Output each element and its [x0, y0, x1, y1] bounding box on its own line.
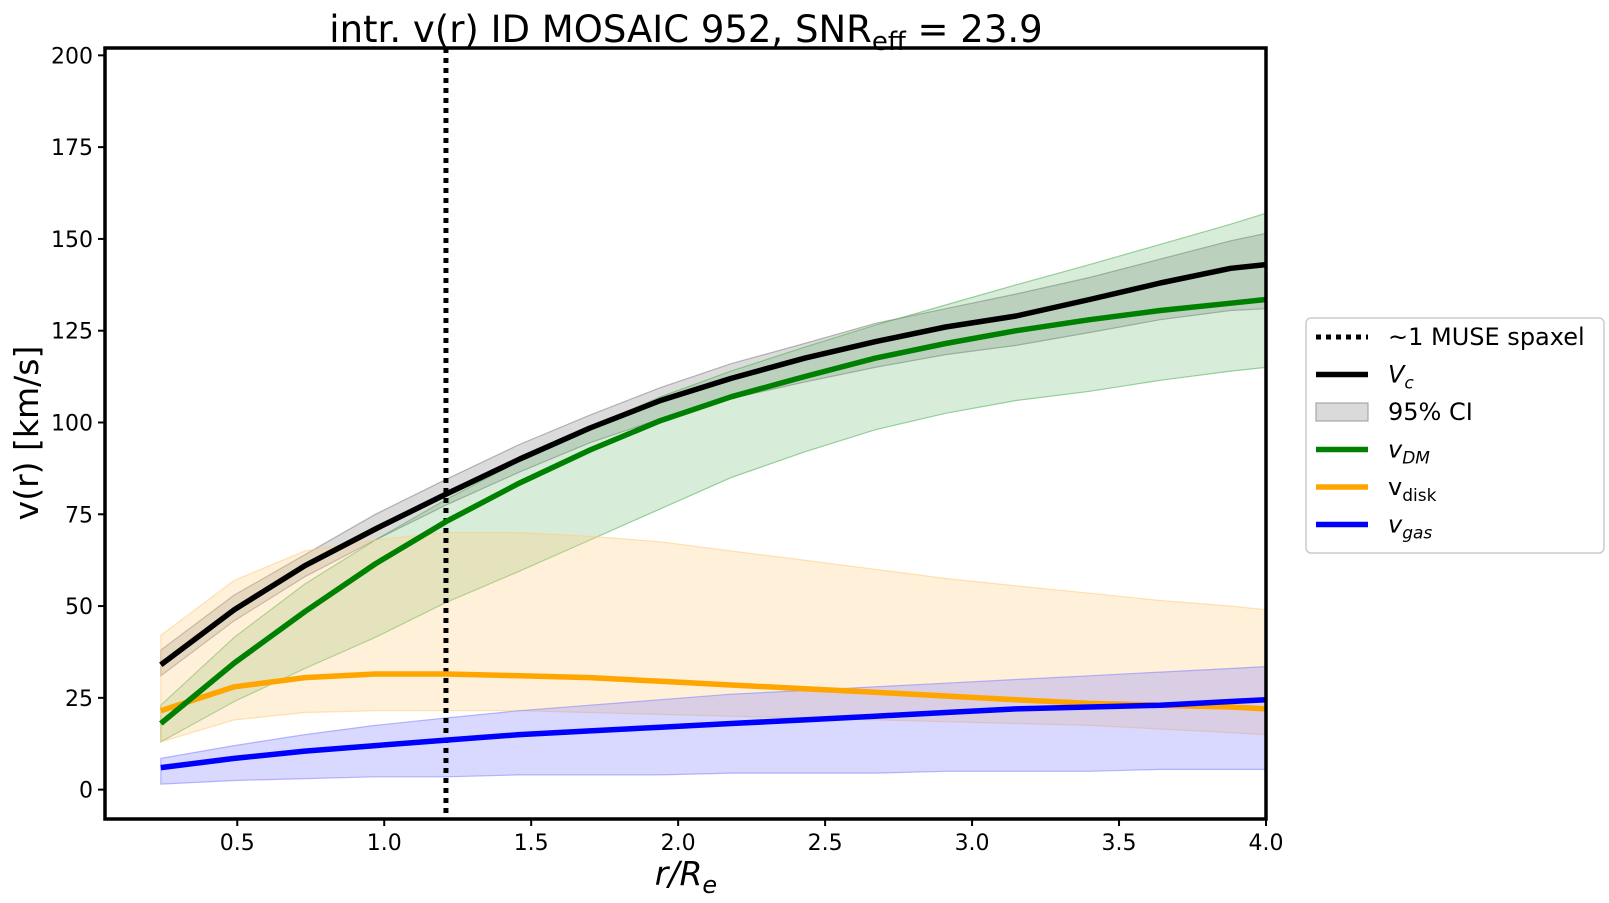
legend-label-95-ci: 95% CI: [1388, 398, 1473, 426]
legend: ~1 MUSE spaxel Vc 95% CI vDM vdisk vgas: [1305, 317, 1605, 554]
y-tick-label: 75: [65, 503, 93, 528]
x-tick-label: 2.5: [808, 831, 843, 856]
line-v-gas: [160, 696, 1266, 771]
y-tick-label: 175: [51, 136, 93, 161]
plot-frame: [103, 46, 1268, 821]
x-tick-label: 1.0: [367, 831, 402, 856]
x-tick-label: 4.0: [1249, 831, 1284, 856]
y-tick-label: 0: [79, 779, 93, 804]
x-axis-ticks: 0.5 1.0 1.5 2.0 2.5 3.0 3.5 4.0: [220, 819, 1284, 856]
chart-title-main: intr. v(r) ID MOSAIC 952, SNR: [329, 8, 872, 51]
x-tick-label: 1.5: [514, 831, 549, 856]
x-tick-label: 3.5: [1102, 831, 1137, 856]
y-tick-label: 100: [51, 411, 93, 436]
chart-title-value: = 23.9: [906, 8, 1043, 51]
legend-box: [1305, 317, 1605, 554]
y-axis-label: v(r) [km/s]: [7, 346, 46, 521]
band-v-disk: [160, 532, 1266, 743]
chart-title-subscript: eff: [872, 27, 907, 57]
y-tick-label: 150: [51, 228, 93, 253]
chart-title: intr. v(r) ID MOSAIC 952, SNReff = 23.9: [329, 8, 1042, 57]
legend-label--1-muse-spaxel: ~1 MUSE spaxel: [1388, 323, 1585, 351]
legend-swatch-95-ci: [1315, 402, 1369, 422]
legend-label-vc: Vc: [1388, 361, 1414, 394]
y-tick-label: 50: [65, 595, 93, 620]
line-v-c: [159, 261, 1266, 668]
x-tick-label: 0.5: [220, 831, 255, 856]
line-v-dm: [159, 296, 1266, 726]
x-tick-label: 2.0: [661, 831, 696, 856]
legend-label-vdm: vDM: [1388, 436, 1430, 469]
x-tick-label: 3.0: [955, 831, 990, 856]
legend-label-vdisk: vdisk: [1388, 473, 1437, 506]
y-axis-ticks: 0 25 50 75 100 125 150 175 200: [51, 44, 105, 804]
legend-label-vgas: vgas: [1388, 511, 1432, 544]
y-tick-label: 25: [65, 687, 93, 712]
y-tick-label: 125: [51, 320, 93, 345]
y-tick-label: 200: [51, 44, 93, 69]
series-lines: [159, 261, 1266, 771]
band-v-c: [160, 232, 1266, 677]
x-axis-label: r/Re: [655, 854, 717, 899]
